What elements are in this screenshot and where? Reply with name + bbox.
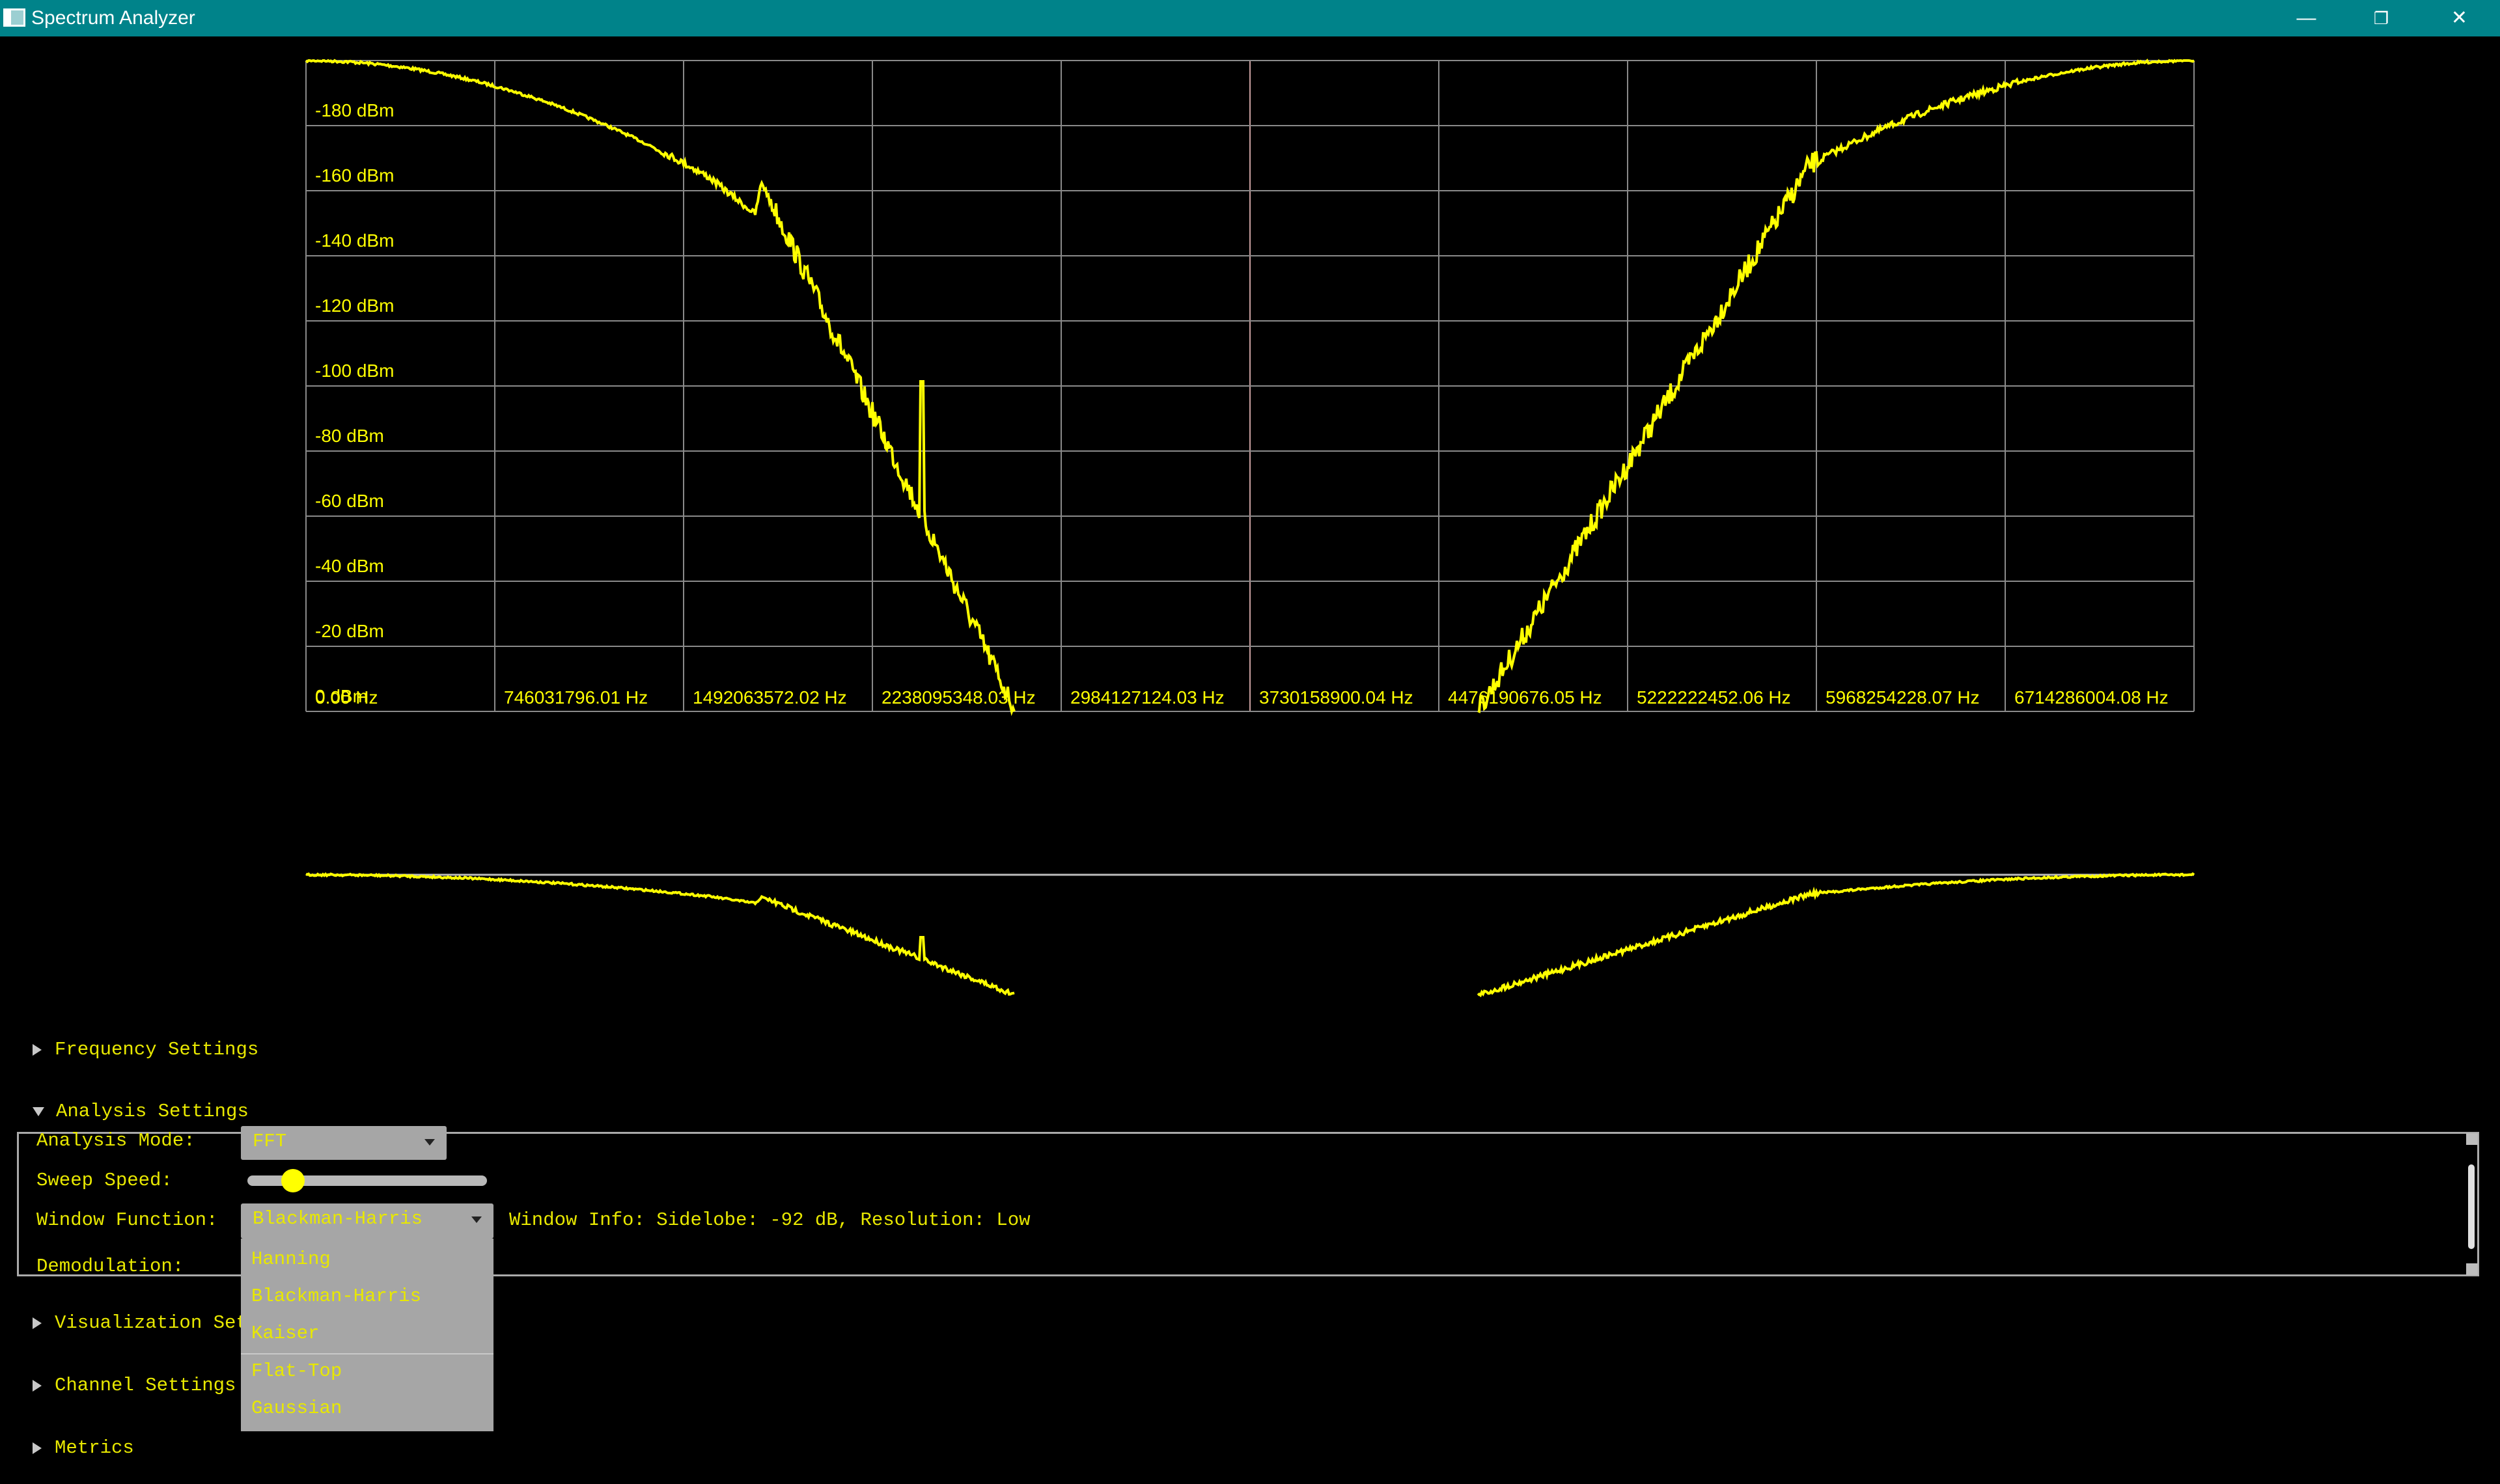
spectrum-grid: [305, 60, 2195, 712]
demodulation-label: Demodulation:: [36, 1256, 184, 1277]
sweep-speed-label: Sweep Speed:: [36, 1170, 173, 1191]
y-axis-labels: -180 dBm -160 dBm -140 dBm -120 dBm -100 dBm…: [315, 100, 394, 706]
scrollbar-thumb[interactable]: [2468, 1164, 2475, 1249]
window-option-flat-top[interactable]: Flat-Top: [251, 1360, 342, 1382]
app-window-icon: [3, 8, 25, 27]
y-axis-tick-label: -160 dBm: [315, 165, 394, 186]
analysis-settings-panel: [17, 1132, 2479, 1276]
window-info-text: Window Info: Sidelobe: -92 dB, Resolutio…: [509, 1209, 1031, 1231]
x-axis-tick-label: 5222222452.06 Hz: [1637, 687, 1791, 708]
y-axis-tick-label: -140 dBm: [315, 230, 394, 251]
x-axis-labels: 0.00 Hz 746031796.01 Hz 1492063572.02 Hz 22…: [315, 687, 2169, 708]
expand-arrow-icon: [33, 1380, 42, 1392]
y-axis-tick-label: -80 dBm: [315, 426, 384, 446]
window-function-value: Blackman-Harris: [253, 1208, 423, 1230]
spectrum-trace: [305, 59, 2195, 717]
y-axis-tick-label: -100 dBm: [315, 361, 394, 381]
section-metrics[interactable]: Metrics: [33, 1435, 134, 1461]
window-title: Spectrum Analyzer: [31, 7, 195, 29]
window-function-dropdown-list: Hanning Blackman-Harris Kaiser Flat-Top …: [241, 1239, 493, 1431]
expand-arrow-icon: [33, 1442, 42, 1454]
window-function-select[interactable]: Blackman-Harris: [241, 1203, 493, 1239]
section-label: Frequency Settings: [55, 1039, 259, 1060]
x-axis-tick-label: 4476190676.05 Hz: [1448, 687, 1602, 708]
x-axis-tick-label: 3730158900.04 Hz: [1259, 687, 1413, 708]
section-analysis-settings[interactable]: Analysis Settings: [33, 1099, 249, 1125]
scroll-up-arrow-icon[interactable]: [2466, 1133, 2478, 1145]
expand-arrow-icon: [33, 1317, 42, 1329]
window-option-blackman-harris[interactable]: Blackman-Harris: [251, 1285, 422, 1307]
x-axis-tick-label: 6714286004.08 Hz: [2014, 687, 2169, 708]
y-axis-tick-label: -180 dBm: [315, 100, 394, 120]
x-axis-tick-label: 2984127124.03 Hz: [1070, 687, 1225, 708]
x-axis-tick-label: 1492063572.02 Hz: [693, 687, 847, 708]
sweep-speed-slider-thumb[interactable]: [281, 1169, 305, 1192]
y-axis-tick-label: -60 dBm: [315, 491, 384, 511]
close-button[interactable]: ✕: [2451, 7, 2468, 29]
chevron-down-icon: [471, 1216, 482, 1223]
settings-scrollbar[interactable]: [2465, 1132, 2479, 1276]
analysis-mode-select[interactable]: FFT: [241, 1126, 447, 1160]
analysis-mode-value: FFT: [253, 1131, 287, 1152]
window-option-gaussian[interactable]: Gaussian: [251, 1397, 342, 1419]
dropdown-divider: [241, 1353, 493, 1354]
waterfall-trace: [305, 872, 2195, 998]
section-label: Channel Settings: [55, 1375, 236, 1396]
x-axis-tick-label: 746031796.01 Hz: [504, 687, 648, 708]
y-axis-tick-label: -20 dBm: [315, 621, 384, 641]
chevron-down-icon: [424, 1139, 435, 1146]
scroll-down-arrow-icon[interactable]: [2466, 1263, 2478, 1275]
title-bar: Spectrum Analyzer — ❐ ✕: [0, 0, 2500, 36]
x-axis-tick-label: 0.00 Hz: [315, 687, 378, 708]
section-channel-settings[interactable]: Channel Settings: [33, 1373, 236, 1399]
x-axis-tick-label: 5968254228.07 Hz: [1826, 687, 1980, 708]
y-axis-tick-label: -120 dBm: [315, 295, 394, 316]
x-axis-tick-label: 2238095348.03 Hz: [882, 687, 1036, 708]
collapse-arrow-icon: [33, 1107, 44, 1116]
sweep-speed-slider-track[interactable]: [247, 1175, 487, 1186]
restore-button[interactable]: ❐: [2373, 8, 2389, 28]
section-label: Analysis Settings: [56, 1101, 249, 1122]
window-option-hanning[interactable]: Hanning: [251, 1248, 331, 1270]
section-frequency-settings[interactable]: Frequency Settings: [33, 1037, 258, 1063]
y-axis-tick-label: 0 dBm: [315, 686, 368, 706]
minimize-button[interactable]: —: [2296, 7, 2316, 29]
section-label: Metrics: [55, 1437, 134, 1459]
y-axis-tick-label: -40 dBm: [315, 556, 384, 576]
spectrum-plot: -180 dBm -160 dBm -140 dBm -120 dBm -100 dBm…: [305, 59, 2195, 998]
window-function-label: Window Function:: [36, 1209, 218, 1231]
expand-arrow-icon: [33, 1044, 42, 1056]
analysis-mode-label: Analysis Mode:: [36, 1130, 195, 1151]
window-option-kaiser[interactable]: Kaiser: [251, 1323, 320, 1344]
